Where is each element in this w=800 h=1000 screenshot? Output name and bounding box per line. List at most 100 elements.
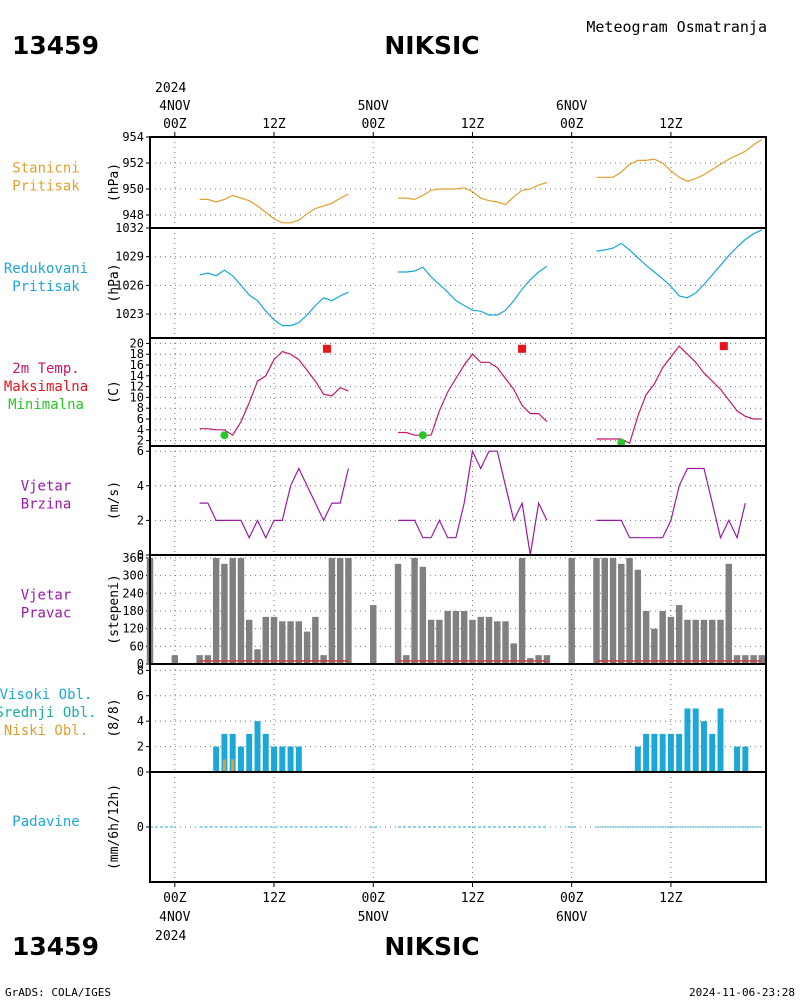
cloud-bar [222,759,226,772]
panel-unit-label: (hPa) [107,263,122,302]
wind-dir-bar [626,557,633,664]
series-line [199,193,349,224]
wind-dir-bar [287,621,294,664]
series-line [596,467,746,540]
wind-dir-bar [320,655,327,664]
wind-dir-bar [684,619,691,664]
panel-label: Padavine [12,814,79,830]
time-tick-label-top: 00Z [362,117,386,132]
station-name-bottom: NIKSIC [384,932,479,961]
wind-dir-bar [196,655,203,664]
wind-dir-bar [419,566,427,664]
y-tick-label: 300 [122,569,144,583]
series-line [199,269,349,327]
cloud-bar [734,746,741,772]
y-tick-label: 4 [137,714,144,728]
panel-label: 2m Temp. [12,361,79,377]
chart-title: Meteogram Osmatranja [586,18,767,36]
wind-dir-bar [543,655,551,664]
wind-dir-bar [667,616,675,664]
y-tick-label: 2 [137,740,144,754]
wind-dir-bar [370,605,377,664]
panel-unit-label: (stepeni) [107,574,122,644]
wind-dir-bar [229,557,236,664]
y-tick-label: 950 [122,182,144,196]
series-line [596,345,762,445]
wind-dir-bar [642,610,650,664]
wind-dir-bar [593,557,600,664]
y-tick-label: 954 [122,130,144,144]
wind-dir-bar [279,621,286,664]
panel-label: Pritisak [12,279,80,295]
cloud-bar [254,721,261,772]
time-tick-label-bottom: 12Z [461,891,485,906]
wind-dir-bar [675,605,683,664]
y-tick-label: 1026 [115,278,144,292]
y-tick-label: 8 [137,663,144,677]
panel-label: Redukovani [4,261,88,277]
cloud-bar [742,746,749,772]
wind-dir-bar [452,610,460,664]
wind-dir-bar [601,557,608,664]
cloud-bar [287,746,294,772]
cloud-bar [717,708,724,772]
wind-dir-bar [204,655,212,664]
panel-label: Minimalna [8,397,84,413]
cloud-bar [237,746,244,772]
wind-dir-bar [171,655,179,664]
y-tick-label: 0 [137,548,144,562]
time-tick-label-bottom: 00Z [362,891,386,906]
y-tick-label: 14 [130,369,144,383]
panel-label: Maksimalna [4,379,88,395]
wind-dir-bar [460,610,468,664]
y-tick-label: 240 [122,586,144,600]
time-tick-label-top: 12Z [461,117,485,132]
y-tick-label: 0 [137,765,144,779]
wind-dir-bar [502,621,509,664]
station-id-bottom: 13459 [12,932,99,961]
time-tick-label-bottom: 00Z [163,891,187,906]
wind-dir-bar [494,621,501,664]
wind-dir-bar [700,619,708,664]
bottom-year-label: 2024 [155,929,186,944]
panel-frame [149,136,767,229]
wind-dir-bar [436,619,443,664]
wind-dir-bar [742,655,749,664]
wind-dir-bar [659,610,666,664]
y-tick-label: 1032 [115,221,144,235]
panel-wind_direction: 0 60 120 180 240 300 360 Vjetar Pravac (stepeni) [21,551,767,671]
panel-clouds: 0 2 4 6 8 Visoki Obl. Srednji Obl. Niski Obl. (8… [0,663,767,779]
y-tick-label: 1029 [115,250,144,264]
wind-dir-bar [618,563,625,664]
y-tick-label: 6 [137,444,144,458]
y-tick-label: 12 [130,380,144,394]
cloud-bar [221,733,228,772]
cloud-bar [643,733,650,772]
header: 13459 NIKSIC Meteogram Osmatranja 2024 [12,18,767,96]
y-tick-label: 8 [137,401,144,415]
wind-dir-bar [237,557,245,664]
cloud-bar [651,733,658,772]
panel-station_pressure: 948 950 952 954 Stanicni Pritisak (hPa) [12,130,767,229]
wind-dir-bar [733,655,741,664]
time-tick-label-bottom: 12Z [262,891,286,906]
top-year-label: 2024 [155,81,186,96]
y-tick-label: 18 [130,347,144,361]
y-tick-label: 2 [137,513,144,527]
y-tick-label: 120 [122,622,144,636]
panel-label: Niski Obl. [4,723,88,739]
station-id-top: 13459 [12,31,99,60]
panel-label: Stanicni [12,161,79,177]
cloud-bar [667,733,674,772]
cloud-bar [213,746,220,772]
min-temp-marker [418,431,427,440]
wind-dir-bar [510,643,518,664]
y-tick-label: 20 [130,336,144,350]
y-tick-label: 2 [137,434,144,448]
time-tick-label-top: 00Z [163,117,187,132]
panel-unit-label: (mm/6h/12h) [107,784,122,870]
time-tick-label-top: 12Z [659,117,683,132]
wind-dir-bar [245,619,253,664]
panel-label: Visoki Obl. [0,687,92,703]
wind-dir-bar [270,616,278,664]
